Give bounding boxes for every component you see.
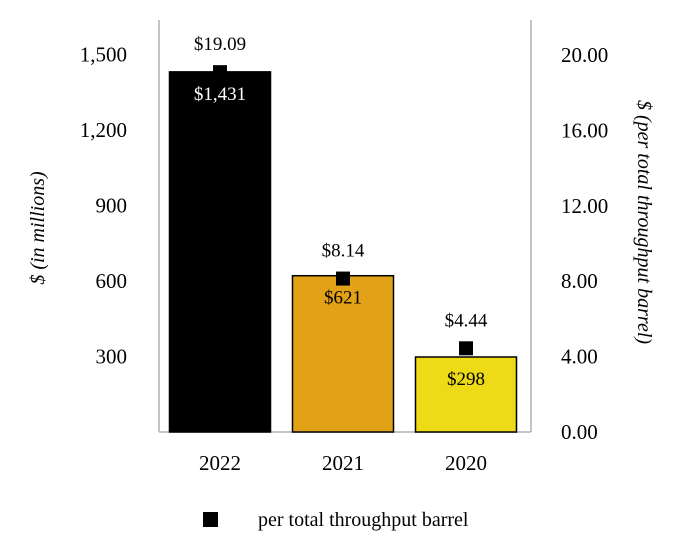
per-barrel-marker [213,65,227,80]
right-tick-label: 20.00 [561,43,608,67]
legend: per total throughput barrel [203,509,469,531]
right-tick-label: 4.00 [561,345,598,369]
per-barrel-value-label: $4.44 [445,310,488,331]
per-barrel-marker [459,341,473,356]
right-tick-label: 12.00 [561,194,608,218]
right-tick-label: 16.00 [561,118,608,142]
right-axis-title: $ (per total throughput barrel) [633,100,655,344]
x-tick-label: 2022 [199,451,241,475]
markers [213,65,473,356]
bar [168,71,272,433]
legend-marker [203,512,218,527]
left-tick-label: 600 [96,269,128,293]
left-tick-label: 1,500 [80,43,127,67]
bars [168,71,518,433]
left-axis-title: $ (in millions) [27,171,49,285]
left-tick-label: 1,200 [80,118,127,142]
left-tick-label: 900 [96,194,128,218]
per-barrel-value-label: $8.14 [322,241,365,262]
right-tick-label: 0.00 [561,420,598,444]
labels: $1,431 $621 $298 $19.09 $8.14 $4.44 [194,34,488,390]
left-tick-label: 300 [96,345,128,369]
right-tick-label: 8.00 [561,269,598,293]
legend-label: per total throughput barrel [258,509,469,531]
x-tick-label: 2020 [445,451,487,475]
x-tick-label: 2021 [322,451,364,475]
bar-value-label: $621 [324,288,362,309]
per-barrel-value-label: $19.09 [194,34,246,55]
bar [291,274,395,433]
bar-value-label: $1,431 [194,84,246,105]
per-barrel-marker [336,271,350,286]
bar-value-label: $298 [447,369,485,390]
axes: 300 600 900 1,200 1,500 0.00 4.00 8.00 12.00 16.0… [27,20,655,475]
bar [414,356,518,433]
